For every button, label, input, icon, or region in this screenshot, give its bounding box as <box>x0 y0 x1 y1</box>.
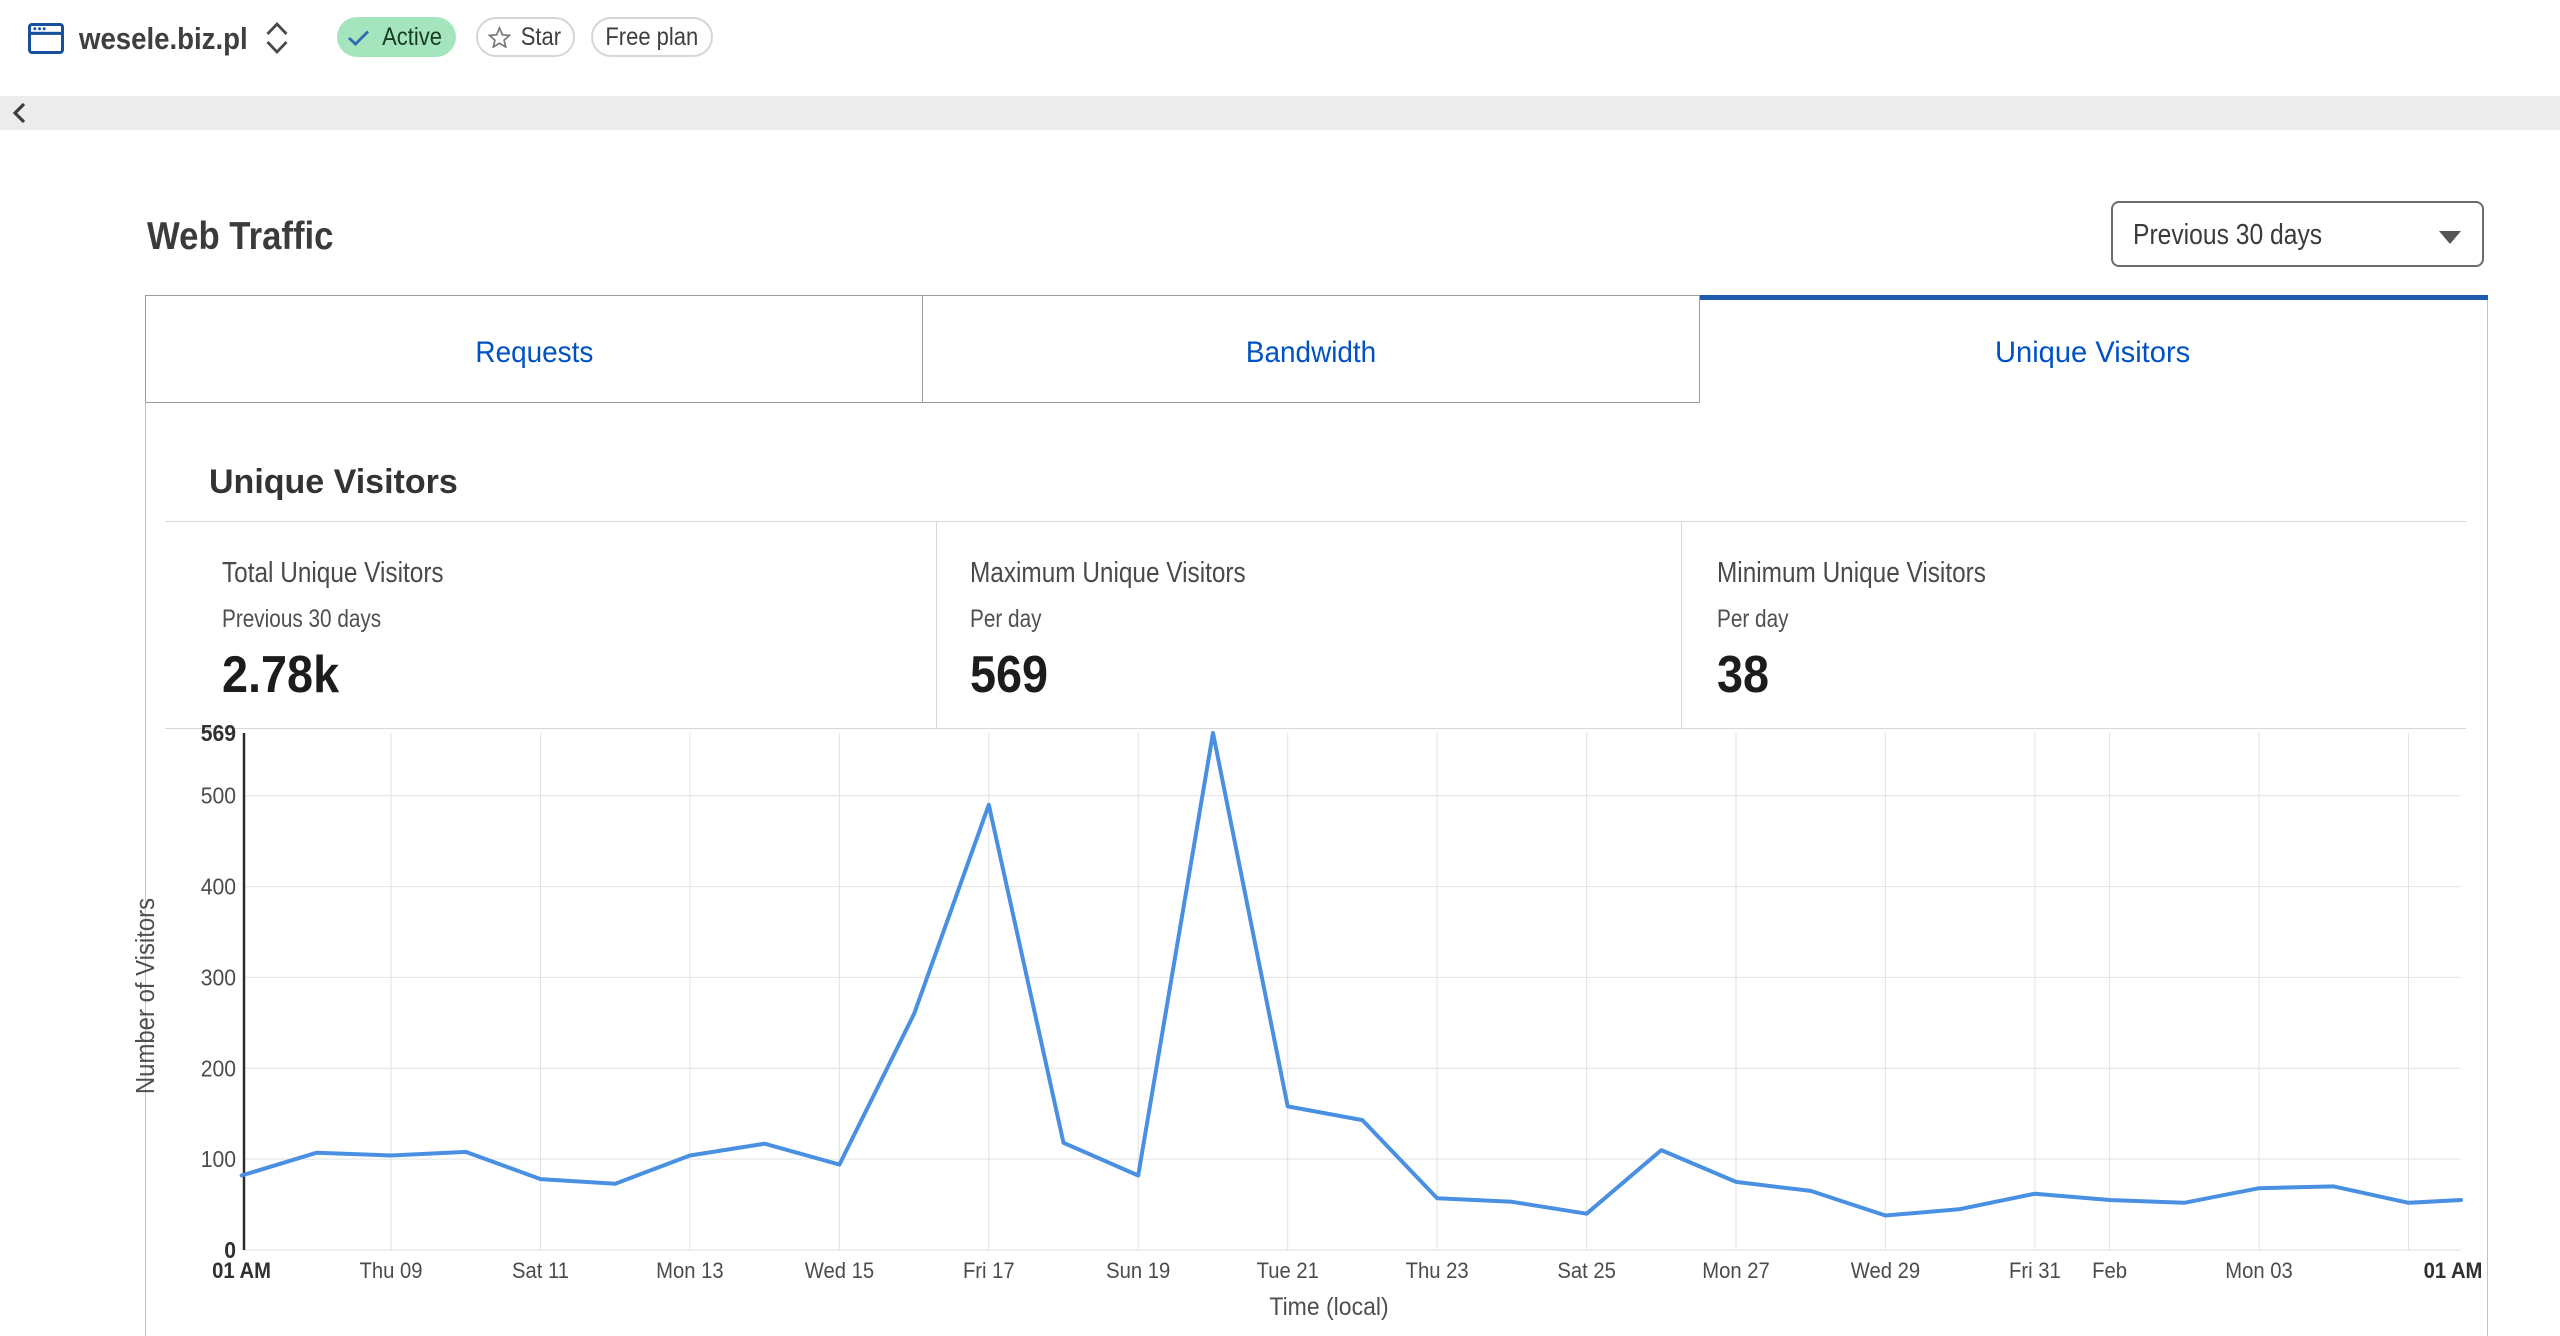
svg-text:Tue 21: Tue 21 <box>1257 1259 1319 1283</box>
svg-text:500: 500 <box>201 783 236 809</box>
svg-text:Fri 17: Fri 17 <box>963 1259 1015 1283</box>
svg-text:0: 0 <box>224 1237 236 1263</box>
svg-text:Thu 23: Thu 23 <box>1406 1259 1469 1283</box>
svg-text:100: 100 <box>201 1146 236 1172</box>
svg-text:Sun 19: Sun 19 <box>1106 1259 1170 1283</box>
svg-text:Sat 25: Sat 25 <box>1557 1259 1615 1283</box>
svg-text:01 AM: 01 AM <box>2424 1259 2483 1283</box>
svg-text:Wed 15: Wed 15 <box>805 1259 874 1283</box>
svg-text:Mon 03: Mon 03 <box>2225 1259 2292 1283</box>
svg-text:200: 200 <box>201 1055 236 1081</box>
svg-text:400: 400 <box>201 874 236 900</box>
svg-text:Thu 09: Thu 09 <box>360 1259 423 1283</box>
svg-text:569: 569 <box>201 720 236 746</box>
svg-text:300: 300 <box>201 965 236 991</box>
svg-text:Fri 31: Fri 31 <box>2009 1259 2061 1283</box>
svg-text:Wed 29: Wed 29 <box>1851 1259 1920 1283</box>
svg-text:Mon 27: Mon 27 <box>1702 1259 1769 1283</box>
svg-text:Feb: Feb <box>2092 1259 2127 1283</box>
svg-text:Number of Visitors: Number of Visitors <box>131 898 160 1094</box>
svg-text:Sat 11: Sat 11 <box>512 1259 569 1283</box>
svg-text:01 AM: 01 AM <box>212 1259 271 1283</box>
svg-text:Time (local): Time (local) <box>1269 1293 1388 1321</box>
svg-text:Mon 13: Mon 13 <box>656 1259 723 1283</box>
